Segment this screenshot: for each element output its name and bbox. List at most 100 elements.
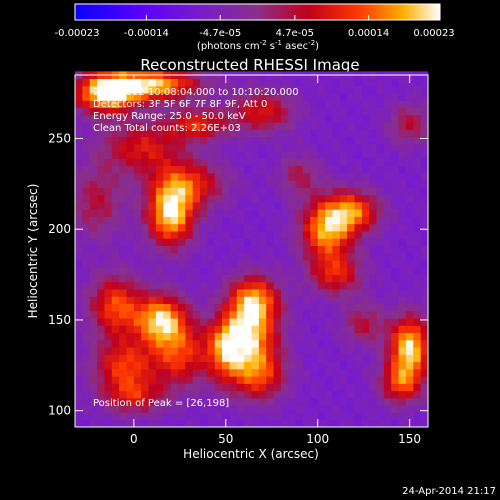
heatmap-cell xyxy=(89,419,98,428)
heatmap-cell xyxy=(236,303,245,312)
heatmap-cell xyxy=(398,419,407,428)
heatmap-cell xyxy=(302,354,311,363)
heatmap-cell xyxy=(266,129,274,138)
heatmap-cell xyxy=(214,158,223,167)
heatmap-cell xyxy=(347,289,355,297)
heatmap-cell xyxy=(369,93,377,101)
heatmap-cell xyxy=(104,114,113,123)
heatmap-cell xyxy=(89,310,98,319)
heatmap-cell xyxy=(354,245,363,254)
heatmap-cell xyxy=(214,143,223,152)
heatmap-cell xyxy=(251,303,260,312)
heatmap-cell xyxy=(214,419,223,428)
heatmap-cell xyxy=(163,296,171,305)
heatmap-cell xyxy=(111,390,120,399)
heatmap-cell xyxy=(82,405,91,413)
heatmap-cell xyxy=(119,419,127,428)
heatmap-cell xyxy=(214,303,223,312)
heatmap-cell xyxy=(229,216,238,225)
heatmap-cell xyxy=(310,158,319,167)
heatmap-cell xyxy=(280,202,289,210)
heatmap-cell xyxy=(302,368,311,377)
heatmap-cell xyxy=(251,129,260,138)
heatmap-cell xyxy=(420,354,429,363)
heatmap-cell xyxy=(97,303,105,312)
heatmap-cell xyxy=(413,231,422,239)
heatmap-cell xyxy=(133,296,142,305)
heatmap-cell xyxy=(288,332,297,341)
heatmap-cell xyxy=(369,194,377,203)
heatmap-cell xyxy=(420,303,429,312)
heatmap-cell xyxy=(273,303,282,312)
heatmap-cell xyxy=(280,93,289,101)
heatmap-cell xyxy=(280,339,289,348)
heatmap-cell xyxy=(288,318,297,326)
heatmap-cell xyxy=(192,260,201,268)
heatmap-cell xyxy=(155,107,164,116)
heatmap-cell xyxy=(155,390,164,399)
heatmap-cell xyxy=(391,172,399,181)
heatmap-cell xyxy=(229,202,238,210)
heatmap-cell xyxy=(244,180,252,188)
heatmap-cell xyxy=(141,376,149,384)
heatmap-cell xyxy=(155,78,164,87)
heatmap-cell xyxy=(376,412,385,421)
heatmap-cell xyxy=(75,209,83,217)
heatmap-cell xyxy=(75,412,83,421)
colorbar: -0.00023 -0.00014 -4.7e-05 4.7e-05 0.00014 0.… xyxy=(55,3,455,52)
heatmap-cell xyxy=(258,405,267,413)
heatmap-cell xyxy=(133,122,142,130)
heatmap-cell xyxy=(89,267,98,275)
y-tick-label: 250 xyxy=(48,132,71,146)
heatmap-cell xyxy=(214,202,223,210)
heatmap-cell xyxy=(126,274,135,283)
heatmap-cell xyxy=(391,216,399,225)
heatmap-cell xyxy=(361,93,370,101)
heatmap-cell xyxy=(244,267,252,275)
heatmap-cell xyxy=(302,405,311,413)
heatmap-cell xyxy=(398,93,407,101)
heatmap-cell xyxy=(200,107,208,116)
heatmap-cell xyxy=(200,143,208,152)
heatmap-cell xyxy=(273,78,282,87)
heatmap-cell xyxy=(354,93,363,101)
heatmap-cell xyxy=(310,122,319,130)
heatmap-cell xyxy=(229,310,238,319)
heatmap-cell xyxy=(75,78,83,87)
heatmap-cell xyxy=(97,318,105,326)
heatmap-cell xyxy=(398,245,407,254)
heatmap-cell xyxy=(236,165,245,174)
heatmap-cell xyxy=(104,376,113,384)
heatmap-cell xyxy=(273,122,282,130)
heatmap-cell xyxy=(361,85,370,94)
heatmap-cell xyxy=(280,383,289,392)
heatmap-cell xyxy=(111,180,120,188)
heatmap-cell xyxy=(398,107,407,116)
heatmap-cell xyxy=(214,165,223,174)
heatmap-cell xyxy=(119,180,127,188)
heatmap-cell xyxy=(347,100,355,109)
heatmap-cell xyxy=(155,325,164,334)
heatmap-cell xyxy=(89,368,98,377)
heatmap-cell xyxy=(229,143,238,152)
heatmap-cell xyxy=(133,267,142,275)
heatmap-cell xyxy=(163,100,171,109)
heatmap-cell xyxy=(295,361,304,370)
heatmap-cell xyxy=(398,122,407,130)
heatmap-cell xyxy=(177,318,186,326)
heatmap-cell xyxy=(214,361,223,370)
heatmap-cell xyxy=(383,405,392,413)
heatmap-cell xyxy=(332,223,341,232)
heatmap-cell xyxy=(111,202,120,210)
heatmap-cell xyxy=(155,194,164,203)
heatmap-cell xyxy=(347,223,355,232)
heatmap-cell xyxy=(339,390,348,399)
heatmap-cell xyxy=(207,216,216,225)
heatmap-cell xyxy=(207,93,216,101)
heatmap-cell xyxy=(383,397,392,406)
heatmap-cell xyxy=(280,85,289,94)
heatmap-cell xyxy=(97,281,105,290)
heatmap-cell xyxy=(295,143,304,152)
heatmap-cell xyxy=(266,325,274,334)
heatmap-cell xyxy=(280,397,289,406)
